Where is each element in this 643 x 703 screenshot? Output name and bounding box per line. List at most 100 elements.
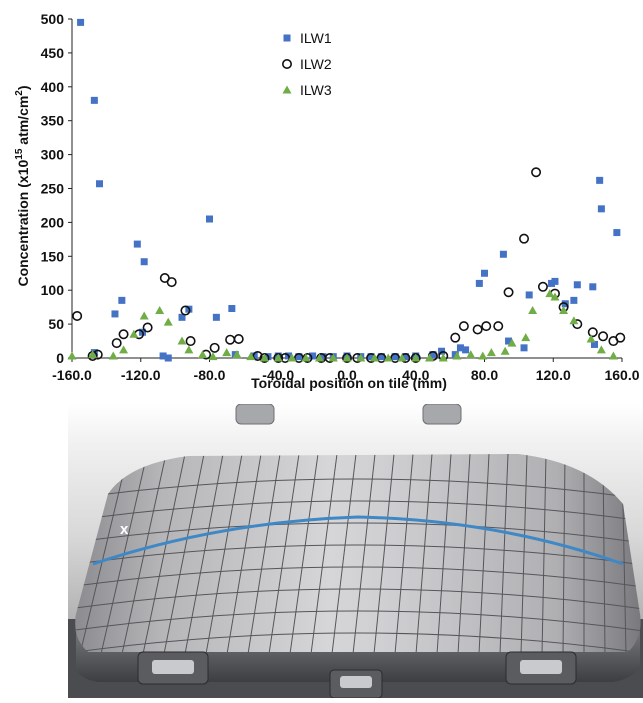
data-point-ilw2 (72, 310, 83, 321)
legend-label-ilw1: ILW1 (300, 30, 332, 46)
data-point-ilw2 (118, 329, 129, 340)
y-tick-label: 500 (41, 11, 65, 27)
legend-marker-ilw2 (281, 58, 292, 69)
data-point-ilw1 (164, 354, 172, 362)
data-point-ilw1 (573, 281, 581, 289)
data-point-ilw1 (438, 347, 446, 355)
data-point-ilw2 (450, 332, 461, 343)
y-tick-label: 0 (56, 350, 64, 366)
data-point-ilw3 (370, 353, 379, 362)
tile-grid-vertical (310, 454, 338, 652)
data-point-ilw2 (390, 352, 401, 363)
data-point-ilw1 (570, 296, 578, 304)
y-tick-label: 300 (41, 147, 65, 163)
data-point-ilw3 (342, 353, 352, 362)
tile-grid-vertical (520, 454, 528, 652)
data-point-ilw1 (551, 277, 559, 285)
x-tick-label: -80.0 (194, 367, 226, 383)
data-point-ilw3 (129, 329, 139, 338)
data-point-ilw2 (493, 321, 504, 332)
position-marker-label: x (120, 521, 129, 538)
data-point-ilw1 (90, 96, 98, 104)
data-point-ilw2 (472, 324, 483, 335)
data-point-ilw2 (598, 331, 609, 342)
tile-grid-vertical (268, 454, 300, 652)
x-tick-label: 120.0 (536, 367, 571, 383)
bolt-heads (235, 403, 462, 425)
data-point-ilw1 (613, 229, 621, 237)
x-tick-label: -160.0 (52, 367, 92, 383)
data-point-ilw1 (520, 344, 528, 352)
tile-grid-vertical (373, 454, 395, 652)
legend-marker-ilw1 (283, 34, 291, 42)
data-point-ilw2 (180, 305, 191, 316)
data-point-ilw1 (525, 291, 533, 299)
tile-grid-vertical (457, 454, 471, 652)
data-point-ilw1 (597, 205, 605, 213)
y-tick-label: 150 (41, 248, 65, 264)
data-point-ilw2 (537, 281, 548, 292)
data-point-ilw1 (228, 305, 236, 313)
data-point-ilw3 (184, 345, 194, 354)
data-point-ilw1 (401, 353, 409, 361)
data-point-ilw3 (586, 334, 596, 343)
scatter-chart: 0 50 100 150 200 250 300 350 400 450 500 -160.0 -12… (14, 11, 640, 391)
tile-grid-vertical (352, 454, 376, 652)
data-point-ilw2 (376, 352, 387, 363)
data-point-ilw3 (596, 345, 606, 354)
data-point-ilw3 (328, 353, 338, 362)
y-tick-label: 50 (48, 316, 64, 332)
data-point-ilw3 (260, 353, 269, 362)
x-tick-label: -120.0 (121, 367, 161, 383)
series-ilw3 (67, 289, 618, 362)
tile-grid-horizontal (75, 522, 641, 544)
data-point-ilw1 (96, 180, 103, 188)
data-point-ilw3 (486, 348, 496, 357)
data-point-ilw3 (155, 306, 165, 315)
tile-grid-horizontal (75, 544, 641, 566)
data-point-ilw3 (119, 345, 129, 354)
data-point-ilw3 (301, 353, 311, 362)
data-point-ilw1 (462, 346, 470, 354)
data-point-ilw1 (481, 269, 488, 277)
y-tick-labels: 0 50 100 150 200 250 300 350 400 450 500 (41, 11, 72, 366)
legend-label-ilw2: ILW2 (300, 56, 332, 72)
x-tick-label: 160.0 (604, 367, 639, 383)
data-point-ilw3 (507, 338, 517, 347)
tile-surface (75, 454, 641, 652)
data-point-ilw2 (519, 233, 530, 244)
tile-grid (75, 454, 641, 652)
data-point-ilw3 (397, 353, 407, 362)
data-point-ilw3 (88, 350, 98, 359)
x-tick-label: 0.0 (337, 367, 357, 383)
data-point-ilw1 (111, 310, 119, 318)
tile-grid-vertical (289, 454, 319, 652)
tile-grid-vertical (562, 454, 566, 652)
data-point-ilw1 (309, 352, 317, 360)
data-point-ilw1 (77, 18, 85, 26)
data-point-ilw1 (133, 240, 141, 248)
data-point-ilw3 (500, 346, 510, 355)
data-point-ilw2 (503, 287, 514, 298)
measurement-line (92, 515, 624, 566)
tile-front-edge (75, 614, 641, 682)
y-tick-label: 200 (41, 214, 65, 230)
tile-grid-vertical (247, 454, 281, 652)
y-axis-title: Concentration (x1015 atm/cm2) (14, 85, 31, 286)
data-point-ilw2 (111, 338, 122, 349)
data-point-ilw3 (383, 353, 393, 362)
data-point-ilw3 (163, 317, 173, 326)
tile-grid-vertical (79, 454, 129, 652)
y-tick-label: 250 (41, 181, 65, 197)
mounting-clips (137, 651, 577, 699)
data-point-ilw3 (425, 353, 434, 362)
y-tick-label: 350 (41, 113, 65, 129)
legend-marker-ilw3 (282, 85, 292, 94)
tile-grid-horizontal (75, 632, 641, 652)
y-tick-label: 450 (41, 45, 65, 61)
data-points (67, 18, 626, 363)
data-point-ilw3 (559, 306, 569, 315)
data-point-ilw3 (108, 351, 118, 360)
series-ilw2 (72, 167, 626, 363)
data-point-ilw3 (569, 316, 579, 325)
